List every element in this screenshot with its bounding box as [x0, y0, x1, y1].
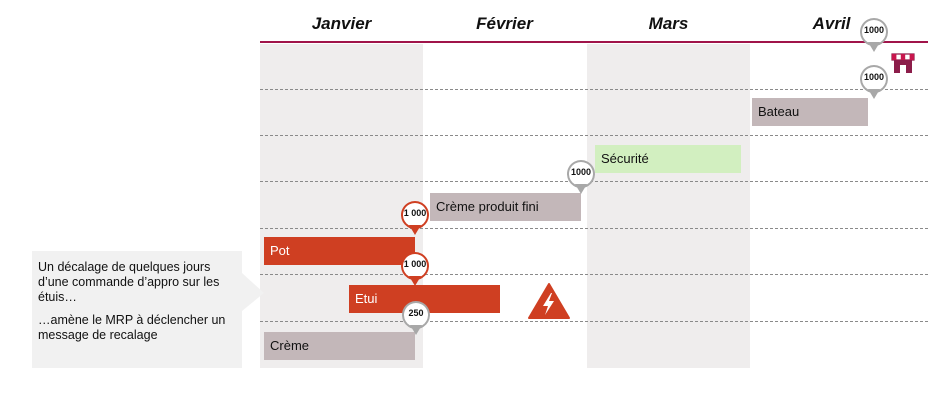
callout-line-1: Un décalage de quelques jours d’une comm…	[38, 260, 220, 304]
warning-lightning-icon	[527, 282, 571, 320]
month-janvier: Janvier	[311, 14, 372, 33]
pin-marker-icon	[401, 201, 429, 235]
month-mars: Mars	[648, 14, 689, 33]
pin-quantity: 1 000	[403, 259, 427, 269]
bar-creme-produit-fini: Crème produit fini	[430, 193, 581, 221]
row-separator	[260, 274, 928, 275]
callout-shape	[32, 251, 264, 368]
bar-creme: Crème	[264, 332, 415, 360]
bar-bateau: Bateau	[752, 98, 868, 126]
timeline-top-line	[260, 41, 928, 43]
pin-marker-icon	[860, 65, 888, 99]
pin-quantity: 1000	[863, 72, 885, 82]
pin-marker-icon	[401, 252, 429, 286]
bar-pot: Pot	[264, 237, 415, 265]
pin-quantity: 250	[408, 308, 424, 318]
pin-quantity: 1 000	[403, 208, 427, 218]
quantity-pin-creme: 250	[401, 300, 431, 338]
pin-marker-icon	[860, 18, 888, 52]
shop-icon	[891, 51, 915, 75]
column-mars-bg	[587, 44, 750, 368]
column-janvier-bg	[260, 44, 423, 368]
month-fevrier: Février	[476, 14, 533, 33]
pin-marker-icon	[402, 301, 430, 335]
row-separator	[260, 135, 928, 136]
bar-securite: Sécurité	[595, 145, 741, 173]
callout-line-2: …amène le MRP à déclencher un message de…	[38, 313, 226, 342]
callout-box: Un décalage de quelques jours d’une comm…	[32, 251, 264, 368]
quantity-pin-bateau: 1000	[859, 64, 889, 102]
quantity-pin-pot: 1 000	[400, 200, 430, 238]
callout-text: Un décalage de quelques jours d’une comm…	[38, 260, 238, 351]
pin-marker-icon	[567, 160, 595, 194]
pin-quantity: 1000	[570, 167, 592, 177]
row-separator	[260, 89, 928, 90]
quantity-pin-avril: 1000	[859, 17, 889, 55]
row-separator	[260, 181, 928, 182]
month-avril: Avril	[812, 14, 851, 33]
pin-quantity: 1000	[863, 25, 885, 35]
row-separator	[260, 321, 928, 322]
row-separator	[260, 228, 928, 229]
quantity-pin-creme-produit-fini: 1000	[566, 159, 596, 197]
quantity-pin-etui: 1 000	[400, 251, 430, 289]
